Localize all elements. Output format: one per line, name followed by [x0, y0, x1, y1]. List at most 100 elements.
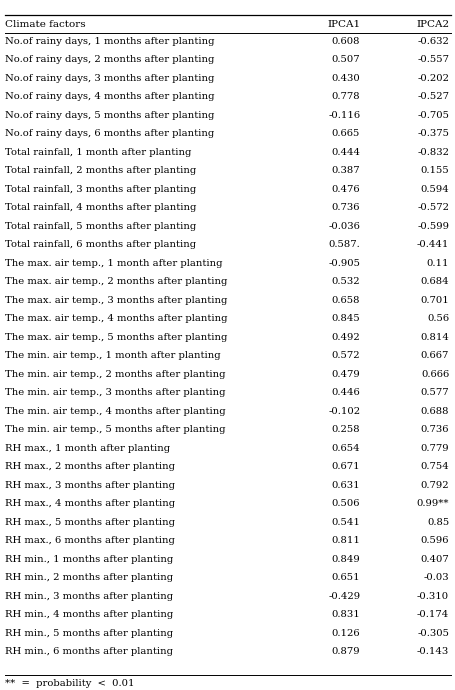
Text: No.of rainy days, 3 months after planting: No.of rainy days, 3 months after plantin…	[5, 74, 214, 83]
Text: The min. air temp., 4 months after planting: The min. air temp., 4 months after plant…	[5, 406, 226, 416]
Text: 0.658: 0.658	[331, 296, 359, 305]
Text: 0.479: 0.479	[331, 370, 359, 379]
Text: The min. air temp., 1 month after planting: The min. air temp., 1 month after planti…	[5, 351, 221, 360]
Text: RH max., 2 months after planting: RH max., 2 months after planting	[5, 462, 175, 471]
Text: 0.814: 0.814	[420, 333, 448, 342]
Text: RH min., 4 months after planting: RH min., 4 months after planting	[5, 610, 173, 619]
Text: 0.779: 0.779	[420, 444, 448, 453]
Text: 0.258: 0.258	[331, 425, 359, 434]
Text: The min. air temp., 5 months after planting: The min. air temp., 5 months after plant…	[5, 425, 226, 434]
Text: The min. air temp., 3 months after planting: The min. air temp., 3 months after plant…	[5, 388, 226, 397]
Text: No.of rainy days, 6 months after planting: No.of rainy days, 6 months after plantin…	[5, 129, 214, 139]
Text: 0.736: 0.736	[331, 204, 359, 213]
Text: 0.651: 0.651	[331, 573, 359, 582]
Text: 0.126: 0.126	[331, 629, 359, 638]
Text: RH min., 3 months after planting: RH min., 3 months after planting	[5, 591, 173, 601]
Text: 0.879: 0.879	[331, 647, 359, 656]
Text: -0.705: -0.705	[416, 111, 448, 120]
Text: Total rainfall, 2 months after planting: Total rainfall, 2 months after planting	[5, 166, 196, 175]
Text: -0.305: -0.305	[416, 629, 448, 638]
Text: RH max., 4 months after planting: RH max., 4 months after planting	[5, 499, 175, 509]
Text: 0.155: 0.155	[420, 166, 448, 175]
Text: -0.102: -0.102	[328, 406, 359, 416]
Text: RH max., 1 month after planting: RH max., 1 month after planting	[5, 444, 170, 453]
Text: 0.11: 0.11	[426, 259, 448, 268]
Text: 0.596: 0.596	[420, 536, 448, 545]
Text: -0.174: -0.174	[416, 610, 448, 619]
Text: 0.506: 0.506	[331, 499, 359, 509]
Text: The max. air temp., 3 months after planting: The max. air temp., 3 months after plant…	[5, 296, 228, 305]
Text: Total rainfall, 6 months after planting: Total rainfall, 6 months after planting	[5, 240, 196, 249]
Text: RH min., 1 months after planting: RH min., 1 months after planting	[5, 555, 173, 564]
Text: RH max., 6 months after planting: RH max., 6 months after planting	[5, 536, 175, 545]
Text: 0.811: 0.811	[331, 536, 359, 545]
Text: 0.792: 0.792	[420, 481, 448, 490]
Text: 0.701: 0.701	[420, 296, 448, 305]
Text: The max. air temp., 4 months after planting: The max. air temp., 4 months after plant…	[5, 314, 228, 324]
Text: 0.476: 0.476	[331, 185, 359, 194]
Text: 0.430: 0.430	[331, 74, 359, 83]
Text: RH min., 2 months after planting: RH min., 2 months after planting	[5, 573, 173, 582]
Text: 0.608: 0.608	[331, 37, 359, 46]
Text: 0.667: 0.667	[420, 351, 448, 360]
Text: **  =  probability  <  0.01: ** = probability < 0.01	[5, 678, 135, 688]
Text: 0.541: 0.541	[331, 518, 359, 526]
Text: 0.99**: 0.99**	[416, 499, 448, 509]
Text: -0.527: -0.527	[416, 92, 448, 101]
Text: 0.446: 0.446	[331, 388, 359, 397]
Text: No.of rainy days, 1 months after planting: No.of rainy days, 1 months after plantin…	[5, 37, 214, 46]
Text: -0.310: -0.310	[416, 591, 448, 601]
Text: 0.684: 0.684	[420, 277, 448, 286]
Text: -0.557: -0.557	[416, 55, 448, 64]
Text: -0.572: -0.572	[416, 204, 448, 213]
Text: 0.507: 0.507	[331, 55, 359, 64]
Text: 0.444: 0.444	[330, 148, 359, 157]
Text: 0.688: 0.688	[420, 406, 448, 416]
Text: 0.754: 0.754	[420, 462, 448, 471]
Text: 0.778: 0.778	[331, 92, 359, 101]
Text: Total rainfall, 3 months after planting: Total rainfall, 3 months after planting	[5, 185, 196, 194]
Text: -0.375: -0.375	[416, 129, 448, 139]
Text: 0.849: 0.849	[331, 555, 359, 564]
Text: 0.532: 0.532	[331, 277, 359, 286]
Text: Climate factors: Climate factors	[5, 19, 86, 29]
Text: 0.666: 0.666	[420, 370, 448, 379]
Text: RH max., 5 months after planting: RH max., 5 months after planting	[5, 518, 175, 526]
Text: 0.631: 0.631	[331, 481, 359, 490]
Text: -0.03: -0.03	[423, 573, 448, 582]
Text: 0.671: 0.671	[331, 462, 359, 471]
Text: 0.577: 0.577	[420, 388, 448, 397]
Text: -0.036: -0.036	[328, 221, 359, 231]
Text: 0.572: 0.572	[331, 351, 359, 360]
Text: -0.116: -0.116	[328, 111, 359, 120]
Text: 0.594: 0.594	[420, 185, 448, 194]
Text: 0.665: 0.665	[331, 129, 359, 139]
Text: 0.831: 0.831	[331, 610, 359, 619]
Text: 0.387: 0.387	[331, 166, 359, 175]
Text: 0.85: 0.85	[426, 518, 448, 526]
Text: 0.845: 0.845	[331, 314, 359, 324]
Text: 0.407: 0.407	[420, 555, 448, 564]
Text: The max. air temp., 2 months after planting: The max. air temp., 2 months after plant…	[5, 277, 228, 286]
Text: -0.441: -0.441	[416, 240, 448, 249]
Text: No.of rainy days, 5 months after planting: No.of rainy days, 5 months after plantin…	[5, 111, 214, 120]
Text: Total rainfall, 4 months after planting: Total rainfall, 4 months after planting	[5, 204, 197, 213]
Text: -0.905: -0.905	[328, 259, 359, 268]
Text: -0.599: -0.599	[416, 221, 448, 231]
Text: Total rainfall, 1 month after planting: Total rainfall, 1 month after planting	[5, 148, 192, 157]
Text: The max. air temp., 5 months after planting: The max. air temp., 5 months after plant…	[5, 333, 228, 342]
Text: IPCA2: IPCA2	[415, 19, 448, 29]
Text: 0.56: 0.56	[426, 314, 448, 324]
Text: -0.832: -0.832	[416, 148, 448, 157]
Text: 0.736: 0.736	[420, 425, 448, 434]
Text: RH min., 5 months after planting: RH min., 5 months after planting	[5, 629, 173, 638]
Text: -0.429: -0.429	[328, 591, 359, 601]
Text: No.of rainy days, 4 months after planting: No.of rainy days, 4 months after plantin…	[5, 92, 214, 101]
Text: RH min., 6 months after planting: RH min., 6 months after planting	[5, 647, 173, 656]
Text: The min. air temp., 2 months after planting: The min. air temp., 2 months after plant…	[5, 370, 226, 379]
Text: -0.202: -0.202	[416, 74, 448, 83]
Text: Total rainfall, 5 months after planting: Total rainfall, 5 months after planting	[5, 221, 196, 231]
Text: No.of rainy days, 2 months after planting: No.of rainy days, 2 months after plantin…	[5, 55, 214, 64]
Text: IPCA1: IPCA1	[326, 19, 359, 29]
Text: -0.143: -0.143	[416, 647, 448, 656]
